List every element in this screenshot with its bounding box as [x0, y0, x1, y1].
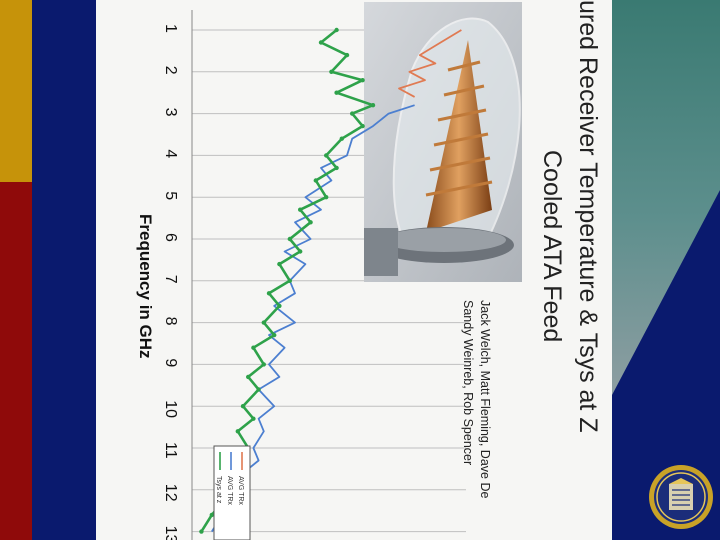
series-point [329, 69, 334, 75]
x-tick-label: 11 [162, 442, 179, 459]
x-tick-label: 4 [162, 149, 179, 158]
slide-content: ured Receiver Temperature & Tsys at Z Co… [96, 0, 612, 540]
series-point [251, 416, 256, 421]
series-point [272, 332, 277, 338]
series-point [360, 78, 365, 83]
chart-legend: AVG TRx AVG TRx Tsys at z [213, 445, 251, 540]
chart-title-line-2: Cooled ATA Feed [538, 150, 566, 342]
legend-label: AVG TRx [237, 476, 244, 505]
x-tick-label: 5 [162, 191, 179, 200]
series-point [287, 236, 292, 242]
series-point [334, 90, 339, 95]
series-point [251, 345, 256, 350]
series-point [344, 52, 350, 58]
x-tick-label: 10 [162, 400, 179, 418]
x-tick-label: 9 [162, 358, 179, 367]
series-point [261, 362, 266, 367]
x-tick-label: 3 [162, 108, 179, 117]
x-tick-label: 8 [162, 317, 179, 326]
series-point [360, 123, 365, 129]
series-point [261, 320, 266, 325]
x-tick-label: 2 [162, 66, 179, 75]
series-point [240, 404, 246, 409]
series-point [370, 103, 376, 108]
series-point [287, 278, 292, 283]
series-point [324, 153, 329, 158]
series-point [277, 303, 282, 309]
series-point [298, 207, 303, 212]
navy-left-band [32, 0, 96, 540]
series-line [200, 28, 375, 533]
right-decor-panel [612, 0, 720, 540]
x-tick-label: 13 [162, 526, 179, 540]
gold-side-strip [0, 0, 32, 182]
series-point [246, 374, 251, 380]
series-point [235, 429, 240, 434]
legend-label: AVG TRx [226, 476, 233, 505]
series-point [277, 261, 282, 267]
series-point [339, 136, 344, 141]
legend-label: Tsys at z [215, 476, 222, 504]
teal-triangle-decor [612, 0, 720, 395]
series-point [334, 27, 339, 33]
series-point [324, 195, 329, 200]
chart-title-line-1: ured Receiver Temperature & Tsys at Z [574, 0, 602, 433]
maroon-side-strip [0, 182, 32, 540]
authors-line-1: Jack Welch, Matt Fleming, Dave De [478, 300, 492, 498]
authors-line-2: Sandy Weinreb, Rob Spencer [461, 300, 475, 465]
series-point [209, 512, 214, 518]
x-tick-label: 12 [162, 484, 179, 502]
series-line [211, 104, 415, 533]
series-point [334, 165, 339, 171]
university-seal-logo [649, 465, 713, 529]
chart-series [199, 27, 462, 534]
series-line [398, 29, 462, 98]
x-axis-title: Frequency in GHz [136, 214, 155, 359]
series-point [318, 40, 324, 45]
scanned-chart-page: ured Receiver Temperature & Tsys at Z Co… [136, 0, 602, 540]
series-point [313, 178, 318, 183]
series-point [298, 249, 303, 254]
x-tick-label: 1 [162, 24, 179, 33]
series-point [308, 220, 313, 225]
x-tick-label: 6 [162, 233, 179, 242]
series-point [256, 387, 261, 392]
feed-photo [364, 2, 522, 282]
series-point [350, 111, 355, 116]
series-point [266, 291, 272, 296]
series-point [199, 529, 204, 534]
x-tick-label: 7 [162, 275, 179, 284]
